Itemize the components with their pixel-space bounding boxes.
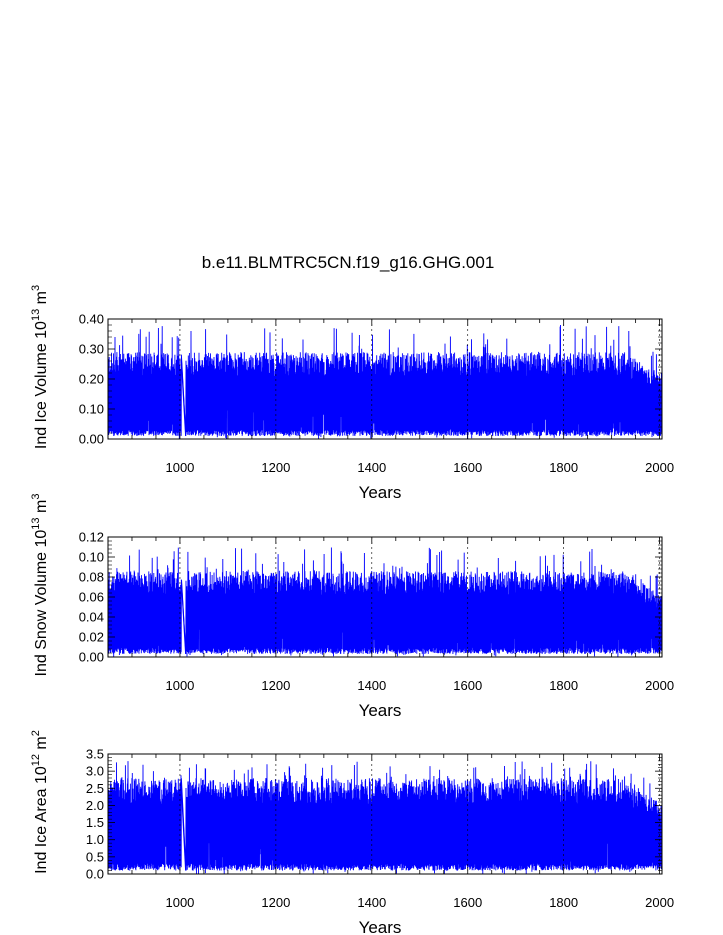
y-tick-label: 0.10 <box>79 550 104 565</box>
y-tick-label: 0.04 <box>79 610 104 625</box>
y-tick-label: 0.06 <box>79 590 104 605</box>
y-tick-label: 0.00 <box>79 432 104 447</box>
x-tick-label: 1200 <box>261 460 290 475</box>
data-series-line <box>107 761 663 875</box>
y-tick-label: 1.0 <box>86 832 104 847</box>
y-tick-label: 0.20 <box>79 372 104 387</box>
x-tick-label: 1400 <box>357 678 386 693</box>
data-series-line <box>107 547 663 658</box>
x-tick-label: 1800 <box>549 895 578 910</box>
gap-ramp-line <box>180 579 187 655</box>
y-tick-label: 3.5 <box>86 747 104 762</box>
y-tick-label: 0.02 <box>79 630 104 645</box>
x-tick-label: 1000 <box>165 895 194 910</box>
x-tick-label: 1200 <box>261 895 290 910</box>
y-tick-label: 2.0 <box>86 798 104 813</box>
y-tick-label: 0.30 <box>79 342 104 357</box>
x-tick-label: 1400 <box>357 460 386 475</box>
gap-ramp-line <box>180 360 187 437</box>
x-tick-label: 1000 <box>165 460 194 475</box>
y-tick-label: 0.0 <box>86 867 104 882</box>
data-series-line <box>107 324 663 439</box>
y-axis-title: Ind Snow Volume 1013 m3 <box>30 494 50 677</box>
chart-panel-2: 1000 1200 1400 1600 1800 2000 0.00 0.02 0.04 0.06… <box>30 494 674 720</box>
chart-panel-1: b.e11.BLMTRC5CN.f19_g16.GHG.001 1000 1200 1… <box>30 253 674 502</box>
y-tick-label: 0.5 <box>86 849 104 864</box>
x-axis-title: Years <box>359 701 402 720</box>
x-axis-title: Years <box>359 483 402 502</box>
plot-frame <box>107 753 663 875</box>
x-tick-label: 1800 <box>549 460 578 475</box>
x-tick-label: 1600 <box>453 460 482 475</box>
y-tick-label: 0.10 <box>79 402 104 417</box>
x-tick-label: 1400 <box>357 895 386 910</box>
y-axis-title: Ind Ice Volume 1013 m3 <box>30 285 50 449</box>
x-axis-title: Years <box>359 918 402 935</box>
y-tick-label: 0.40 <box>79 312 104 327</box>
y-tick-label: 0.12 <box>79 530 104 545</box>
y-tick-label: 3.0 <box>86 764 104 779</box>
x-tick-label: 1600 <box>453 895 482 910</box>
gap-ramp-line <box>180 787 187 871</box>
x-tick-label: 1000 <box>165 678 194 693</box>
x-tick-label: 1800 <box>549 678 578 693</box>
y-tick-label: 0.08 <box>79 570 104 585</box>
y-tick-label: 0.00 <box>79 650 104 665</box>
x-tick-label: 2000 <box>645 895 674 910</box>
y-axis-title: Ind Ice Area 1012 m2 <box>30 730 50 874</box>
x-tick-label: 1200 <box>261 678 290 693</box>
y-tick-label: 2.5 <box>86 781 104 796</box>
x-tick-label: 2000 <box>645 678 674 693</box>
chart-title: b.e11.BLMTRC5CN.f19_g16.GHG.001 <box>202 253 495 272</box>
x-tick-label: 1600 <box>453 678 482 693</box>
x-tick-label: 2000 <box>645 460 674 475</box>
y-tick-label: 1.5 <box>86 815 104 830</box>
chart-panel-3: 1000 1200 1400 1600 1800 2000 0.0 0.5 1.0 1.5 2.0 2… <box>30 730 674 935</box>
